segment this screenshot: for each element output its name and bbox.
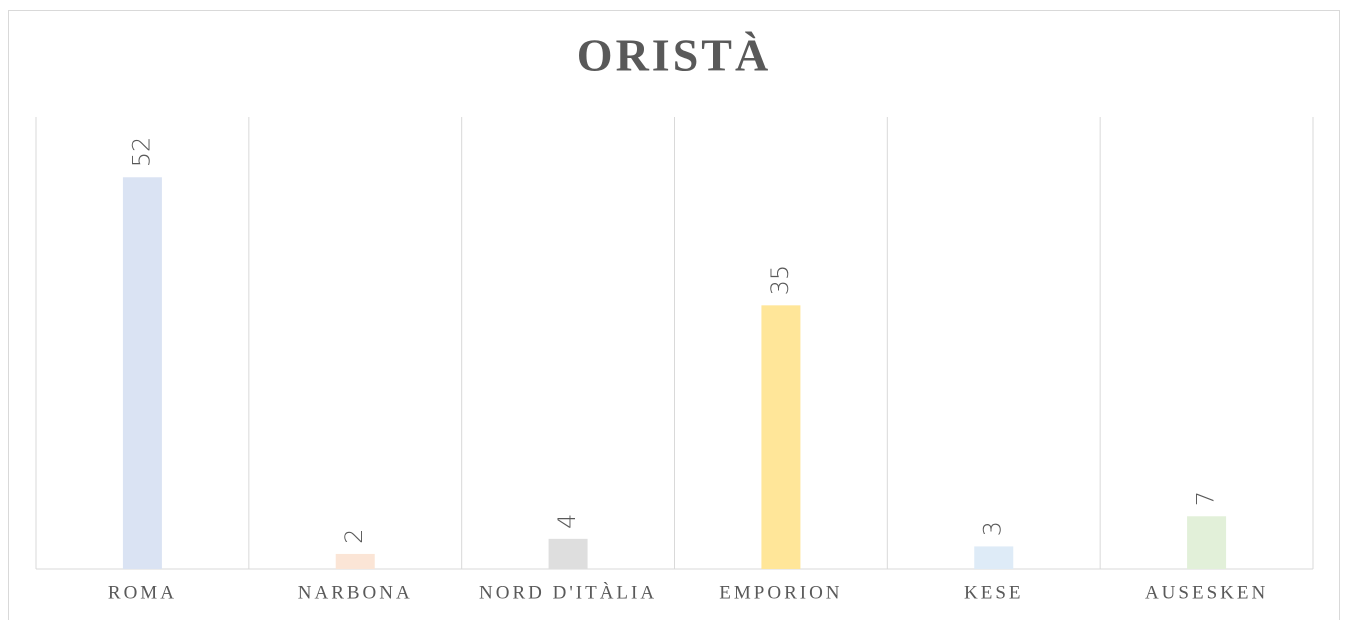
x-tick-label: NORD D'ITÀLIA bbox=[479, 581, 657, 603]
bar bbox=[1187, 516, 1227, 569]
data-label: 4 bbox=[553, 514, 581, 529]
bar bbox=[974, 546, 1014, 569]
x-tick-label: EMPORION bbox=[719, 582, 842, 603]
x-tick-label: ROMA bbox=[108, 582, 177, 603]
data-label: 2 bbox=[340, 529, 368, 544]
data-label: 35 bbox=[766, 265, 794, 296]
bar bbox=[122, 177, 162, 569]
data-label: 7 bbox=[1192, 491, 1220, 506]
x-tick-label: NARBONA bbox=[298, 582, 413, 603]
bar bbox=[548, 538, 588, 569]
data-label: 3 bbox=[979, 521, 1007, 536]
x-tick-label: AUSESKEN bbox=[1145, 582, 1268, 603]
bar bbox=[335, 553, 375, 569]
x-tick-label: KESE bbox=[964, 582, 1024, 603]
bar bbox=[761, 305, 801, 569]
chart-title: ORISTÀ bbox=[577, 30, 771, 81]
data-label: 52 bbox=[127, 137, 155, 168]
